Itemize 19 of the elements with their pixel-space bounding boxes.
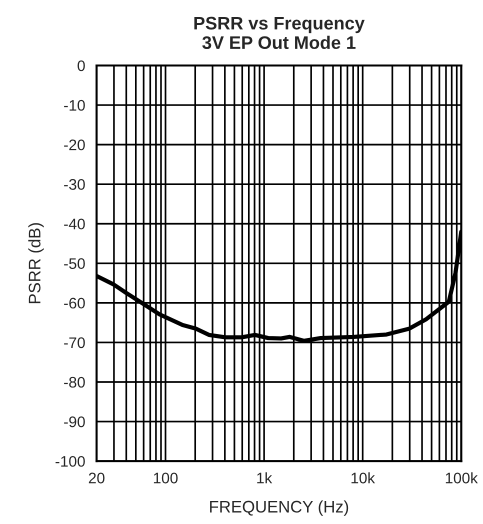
x-tick-label: 10k: [352, 472, 376, 484]
y-tick-label: 0: [78, 60, 85, 72]
y-tick-label: -70: [64, 337, 85, 348]
y-tick-label: -10: [64, 100, 85, 111]
x-tick-label: 100: [154, 472, 178, 484]
chart-title: PSRR vs Frequency 3V EP Out Mode 1: [194, 16, 365, 50]
y-tick-label: -90: [64, 416, 85, 428]
y-axis-title: PSRR (dB): [28, 223, 44, 304]
x-axis-title: FREQUENCY (Hz): [210, 500, 348, 516]
x-tick-label: 1k: [257, 472, 272, 484]
y-tick-label: -80: [64, 376, 85, 388]
y-tick-label: -60: [64, 298, 85, 309]
y-tick-label: -50: [64, 258, 85, 269]
y-tick-label: -30: [64, 179, 85, 190]
y-tick-label: -100: [56, 456, 85, 467]
y-tick-label: -40: [64, 218, 85, 230]
y-tick-label: -20: [64, 139, 85, 150]
x-tick-label: 100k: [446, 472, 478, 484]
x-tick-label: 20: [88, 472, 104, 484]
